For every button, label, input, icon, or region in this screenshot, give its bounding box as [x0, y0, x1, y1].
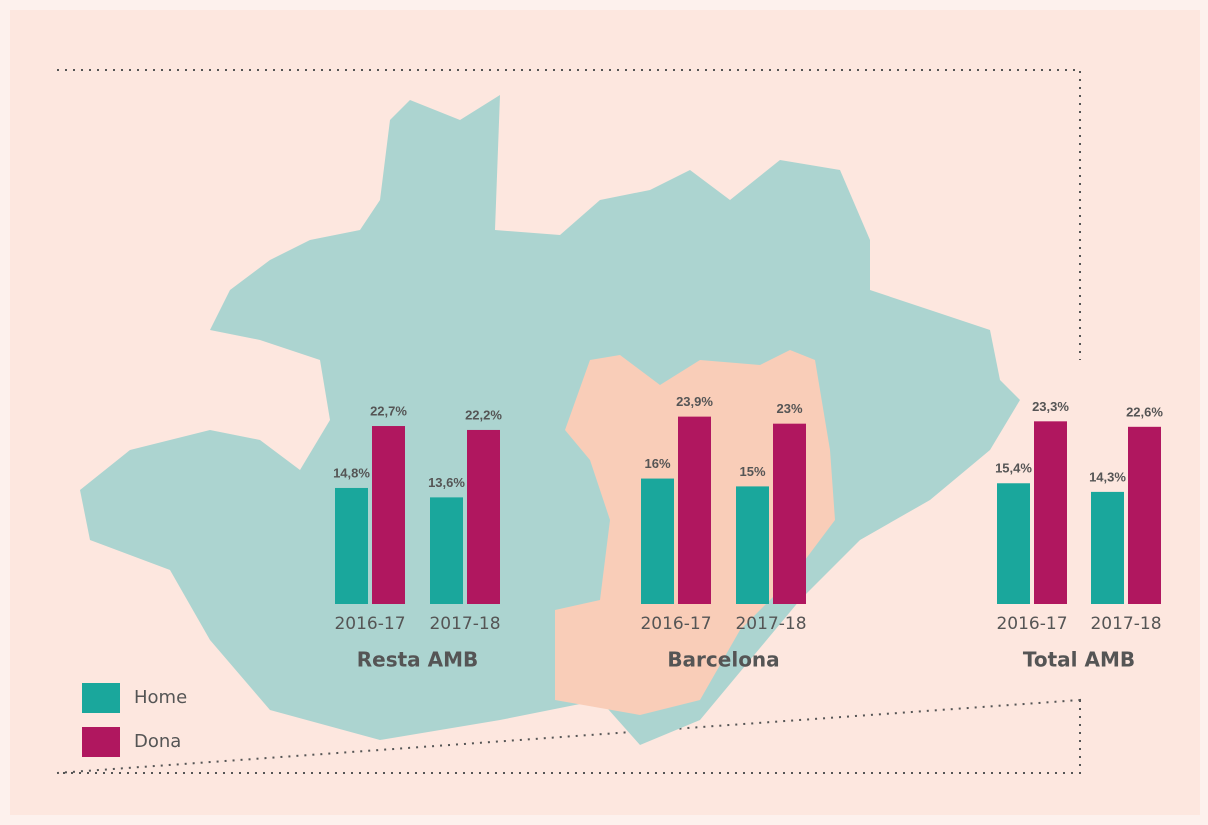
bar	[678, 416, 711, 604]
group-label: Resta AMB	[357, 648, 479, 672]
legend-swatch	[82, 727, 120, 757]
bar	[372, 426, 405, 604]
value-label: 14,3%	[1089, 469, 1126, 484]
value-label: 13,6%	[428, 475, 465, 490]
value-label: 23,3%	[1032, 399, 1069, 414]
value-label: 23%	[776, 401, 802, 416]
legend-label: Dona	[134, 731, 181, 752]
category-label: 2016-17	[640, 614, 711, 634]
value-label: 16%	[644, 456, 670, 471]
dotted-frame	[56, 69, 1081, 774]
bar	[467, 429, 500, 604]
value-label: 15%	[739, 464, 765, 479]
value-label: 22,7%	[370, 403, 407, 418]
category-label: 2017-18	[1090, 614, 1161, 634]
legend-swatch	[82, 683, 120, 713]
category-label: 2016-17	[996, 614, 1067, 634]
bar	[1034, 421, 1067, 604]
bar	[773, 423, 806, 604]
bar	[1128, 426, 1161, 604]
value-label: 14,8%	[333, 465, 370, 480]
value-label: 15,4%	[995, 461, 1032, 476]
legend-label: Home	[134, 687, 187, 708]
value-label: 22,2%	[465, 407, 502, 422]
category-label: 2016-17	[334, 614, 405, 634]
bar	[736, 486, 769, 604]
group-label: Barcelona	[667, 648, 779, 672]
category-label: 2017-18	[429, 614, 500, 634]
group-label: Total AMB	[1023, 648, 1135, 672]
value-label: 22,6%	[1126, 404, 1163, 419]
bar	[1091, 491, 1124, 604]
bar	[335, 487, 368, 604]
category-label: 2017-18	[735, 614, 806, 634]
bar	[641, 478, 674, 604]
value-label: 23,9%	[676, 394, 713, 409]
bar	[997, 483, 1030, 604]
bar	[430, 497, 463, 604]
